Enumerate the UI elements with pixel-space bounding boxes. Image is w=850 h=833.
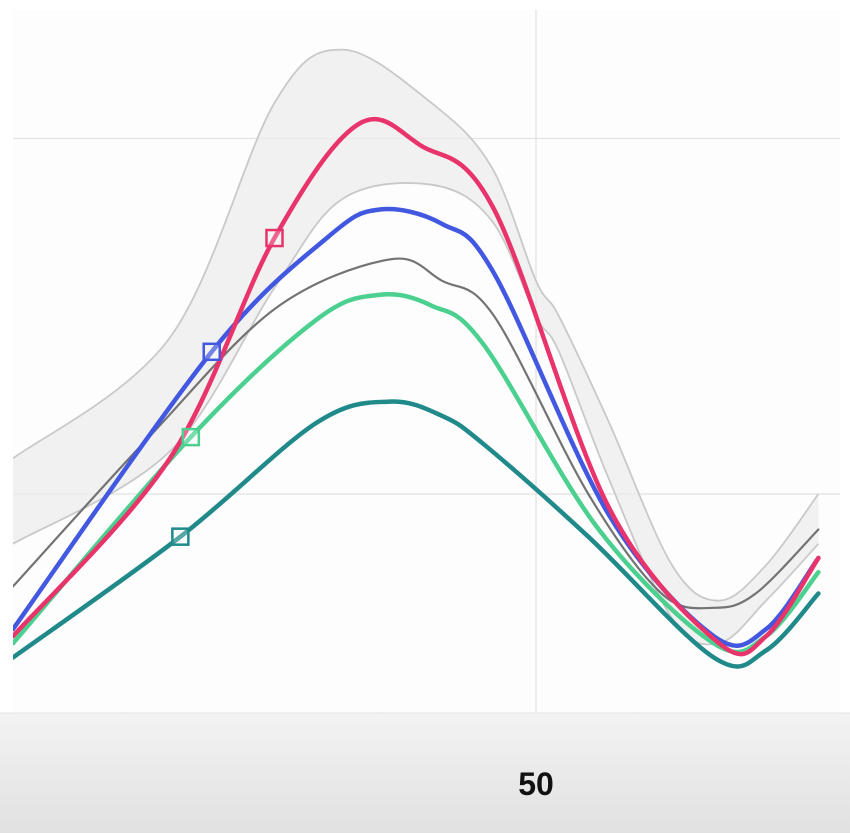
series-line-4: [13, 257, 820, 610]
series-markers: [171, 228, 284, 546]
series-marker-0: [265, 228, 284, 248]
series-marker-3: [171, 527, 190, 546]
series-line-0: [13, 116, 821, 657]
series-marker-2: [181, 427, 201, 447]
series-marker-1: [202, 342, 221, 362]
x-tick-label: 50: [518, 766, 554, 802]
series-line-1: [13, 206, 821, 648]
series-line-3: [13, 399, 821, 669]
band-fill: [13, 49, 819, 645]
x-axis-ticks: 50: [518, 766, 554, 802]
band-upper-edge: [13, 48, 820, 602]
series-lines: [13, 116, 821, 669]
x-axis-band: [0, 713, 850, 833]
